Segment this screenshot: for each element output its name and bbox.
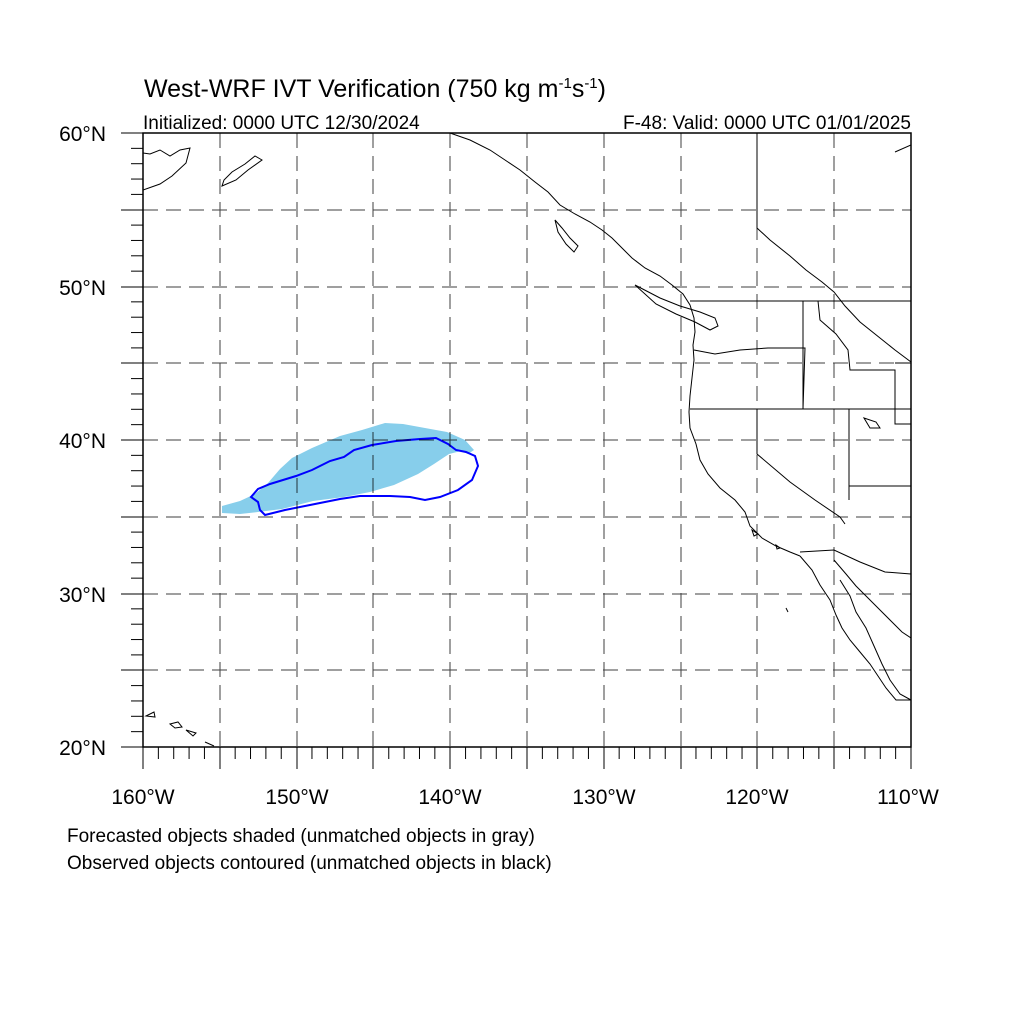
latitude-labels: 60°N 50°N 40°N 30°N 20°N [59, 123, 106, 760]
lon-label-160w: 160°W [111, 786, 174, 809]
minor-tick-marks [131, 147, 897, 759]
lon-label-120w: 120°W [725, 786, 788, 809]
lon-label-110w: 110°W [877, 786, 939, 809]
state-borders [690, 133, 911, 575]
observed-ivt-contour [249, 436, 480, 517]
lon-label-140w: 140°W [418, 786, 481, 809]
tick-marks [121, 132, 912, 769]
lat-label-30n: 30°N [59, 584, 106, 607]
lon-label-150w: 150°W [265, 786, 328, 809]
init-time-label: Initialized: 0000 UTC 12/30/2024 [143, 113, 420, 134]
valid-time-label: F-48: Valid: 0000 UTC 01/01/2025 [623, 113, 911, 134]
graticule [143, 133, 911, 747]
longitude-labels: 160°W 150°W 140°W 130°W 120°W 110°W [111, 786, 939, 809]
lat-label-40n: 40°N [59, 430, 106, 453]
lat-label-50n: 50°N [59, 277, 106, 300]
footnote-forecast: Forecasted objects shaded (unmatched obj… [67, 826, 535, 847]
footnote-observed: Observed objects contoured (unmatched ob… [67, 853, 552, 874]
lat-label-20n: 20°N [59, 737, 106, 760]
map-title: West-WRF IVT Verification (750 kg m-1s-1… [144, 75, 606, 103]
lat-label-60n: 60°N [59, 123, 106, 146]
lon-label-130w: 130°W [572, 786, 635, 809]
forecast-ivt-object [222, 423, 474, 514]
coastlines [143, 133, 911, 747]
